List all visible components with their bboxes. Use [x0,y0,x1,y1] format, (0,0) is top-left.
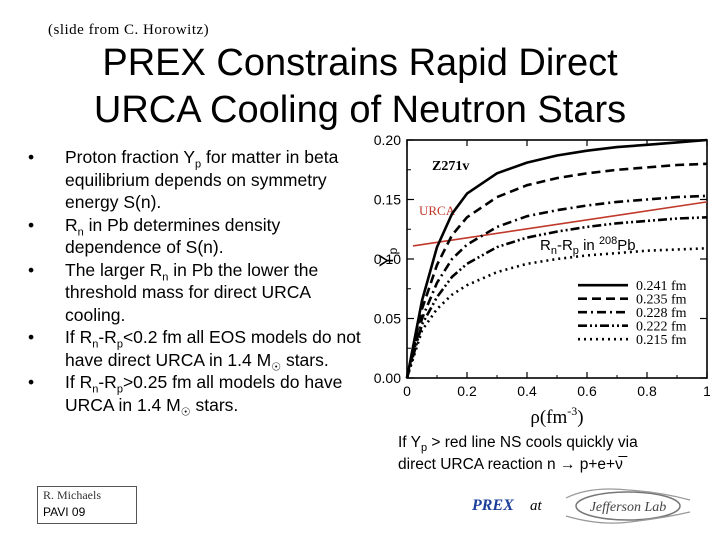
title-line-1: PREX Constrains Rapid Direct [102,42,618,84]
bullet-item: • Rn in Pb determines density dependence … [28,214,368,259]
caption-line-2: direct URCA reaction n → p+e+ν̅ [398,456,623,473]
author-name: R. Michaels [43,488,101,502]
slide-title: PREX Constrains Rapid Direct URCA Coolin… [40,40,680,134]
bullet-text: If Rn-Rp>0.25 fm all models do have URCA… [65,372,343,418]
series-line [405,194,708,379]
y-tick-label: 0.10 [374,251,401,267]
x-tick-label: 0.8 [637,383,657,399]
y-tick-label: 0.05 [374,311,401,327]
series-line [405,162,708,379]
jefferson-lab-logo: Jefferson Lab [565,488,691,524]
caption-line-1: If Yp > red line NS cools quickly via [398,434,638,455]
title-line-2: URCA Cooling of Neutron Stars [93,89,627,131]
bullet-text: Rn in Pb determines density dependence o… [65,214,281,258]
series-line [405,138,708,379]
legend-entry: 0.241 fm [636,279,687,294]
urca-threshold-line [412,201,708,247]
bullet-mark: • [28,214,35,235]
urca-caption: If Yp > red line NS cools quickly via di… [398,432,708,476]
x-tick-label: 0.6 [577,383,597,399]
bullet-mark: • [28,372,35,392]
bullet-mark: • [28,147,35,167]
legend-entry: 0.235 fm [636,293,687,308]
venue-name: PAVI 09 [43,505,86,519]
y-tick-label: 0.20 [374,132,401,148]
proton-fraction-chart: 0 0.2 0.4 0.6 0.8 1 0.00 0.05 0.10 0.15 0.20 URCA Z2… [374,132,710,428]
bullet-item: • If Rn-Rp>0.25 fm all models do have URC… [28,371,368,418]
legend-entry: 0.228 fm [636,306,687,321]
legend-entry: 0.222 fm [636,320,687,335]
x-tick-label: 1 [703,383,710,399]
urca-threshold-label: URCA [419,203,456,218]
legend-title: Rn-Rp in 208Pb [540,235,636,257]
legend-entry: 0.215 fm [636,333,687,348]
bullet-list: • Proton fraction Yp for matter in beta e… [28,146,368,418]
x-tick-label: 0.4 [517,383,537,399]
bullet-text: If Rn-Rp<0.2 fm all EOS models do not ha… [65,327,361,373]
x-tick-label: 0 [403,383,411,399]
y-tick-label: 0.15 [374,192,401,208]
bullet-item: • Proton fraction Yp for matter in beta e… [28,146,368,214]
model-label: Z271v [432,159,469,174]
bullet-text: Proton fraction Yp for matter in beta eq… [65,147,339,212]
y-axis-label: Yp [377,247,400,267]
prex-label: PREX [472,497,514,514]
author-box: R. Michaels PAVI 09 [37,486,137,524]
x-tick-label: 0.2 [457,383,477,399]
x-axis-label: ρ(fm-3) [530,404,583,428]
bullet-mark: • [28,259,35,280]
bullet-text: The larger Rn in Pb the lower the thresh… [65,259,319,325]
at-label: at [530,498,542,514]
bullet-mark: • [28,327,35,347]
slide-credit: (slide from C. Horowitz) [48,22,210,38]
logo-text: Jefferson Lab [590,500,667,515]
y-tick-label: 0.00 [374,370,401,386]
bullet-item: • The larger Rn in Pb the lower the thres… [28,259,368,327]
bullet-item: • If Rn-Rp<0.2 fm all EOS models do not h… [28,326,368,373]
